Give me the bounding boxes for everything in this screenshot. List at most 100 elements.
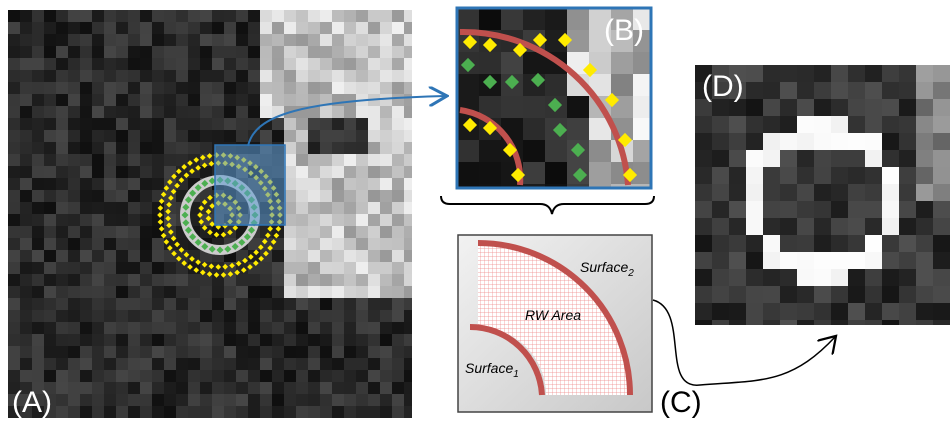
pixel [68,358,80,370]
pixel [188,286,200,298]
pixel [865,320,882,337]
pixel [80,202,92,214]
pixel [865,116,882,133]
pixel [848,82,865,99]
pixel [8,334,20,346]
pixel [92,154,104,166]
pixel [392,34,404,46]
pixel [20,130,32,142]
pixel [224,46,236,58]
pixel [116,334,128,346]
pixel [380,406,392,418]
pixel [188,394,200,406]
label-a: (A) [12,386,52,419]
pixel [128,166,140,178]
pixel [116,394,128,406]
pixel [368,370,380,382]
pixel [92,382,104,394]
pixel [712,303,729,320]
pixel [814,201,831,218]
pixel [80,82,92,94]
pixel [188,70,200,82]
pixel [80,94,92,106]
pixel [248,298,260,310]
pixel [899,252,916,269]
pixel [68,214,80,226]
pixel [224,34,236,46]
pixel [797,320,814,337]
pixel [140,118,152,130]
pixel [92,190,104,202]
pixel [104,22,116,34]
pixel [92,46,104,58]
pixel [20,22,32,34]
pixel [56,274,68,286]
pixel [865,303,882,320]
pixel [933,167,950,184]
pixel [104,58,116,70]
pixel [80,10,92,22]
pixel [916,252,933,269]
pixel [392,394,404,406]
pixel [320,10,332,22]
pixel [332,226,344,238]
pixel [712,269,729,286]
pixel [224,370,236,382]
pixel [176,70,188,82]
pixel [176,130,188,142]
pixel [344,10,356,22]
pixel [479,52,501,74]
pixel [368,262,380,274]
pixel [56,370,68,382]
pixel [56,10,68,22]
pixel [814,65,831,82]
pixel [32,70,44,82]
pixel [104,274,116,286]
pixel [296,202,308,214]
pixel [80,154,92,166]
pixel [368,46,380,58]
pixel [831,235,848,252]
pixel [284,274,296,286]
pixel [344,142,356,154]
pixel [933,235,950,252]
pixel [899,116,916,133]
pixel [404,10,416,22]
pixel [152,298,164,310]
pixel [899,150,916,167]
pixel [865,184,882,201]
pixel [320,46,332,58]
pixel [164,394,176,406]
pixel [92,226,104,238]
pixel [8,310,20,322]
pixel [320,370,332,382]
pixel [848,184,865,201]
pixel [368,202,380,214]
pixel [695,116,712,133]
pixel [296,70,308,82]
pixel [933,150,950,167]
pixel [68,70,80,82]
pixel [188,370,200,382]
pixel [392,298,404,310]
pixel [831,201,848,218]
pixel [356,106,368,118]
pixel [392,382,404,394]
pixel [332,322,344,334]
pixel [392,358,404,370]
pixel [332,334,344,346]
pixel [882,218,899,235]
pixel [501,8,523,30]
pixel [128,226,140,238]
pixel [20,154,32,166]
pixel [332,190,344,202]
pixel [200,118,212,130]
pixel [380,22,392,34]
pixel [404,46,416,58]
pixel [320,250,332,262]
pixel [272,310,284,322]
pixel [128,46,140,58]
pixel [589,140,611,162]
pixel [320,358,332,370]
pixel [296,154,308,166]
